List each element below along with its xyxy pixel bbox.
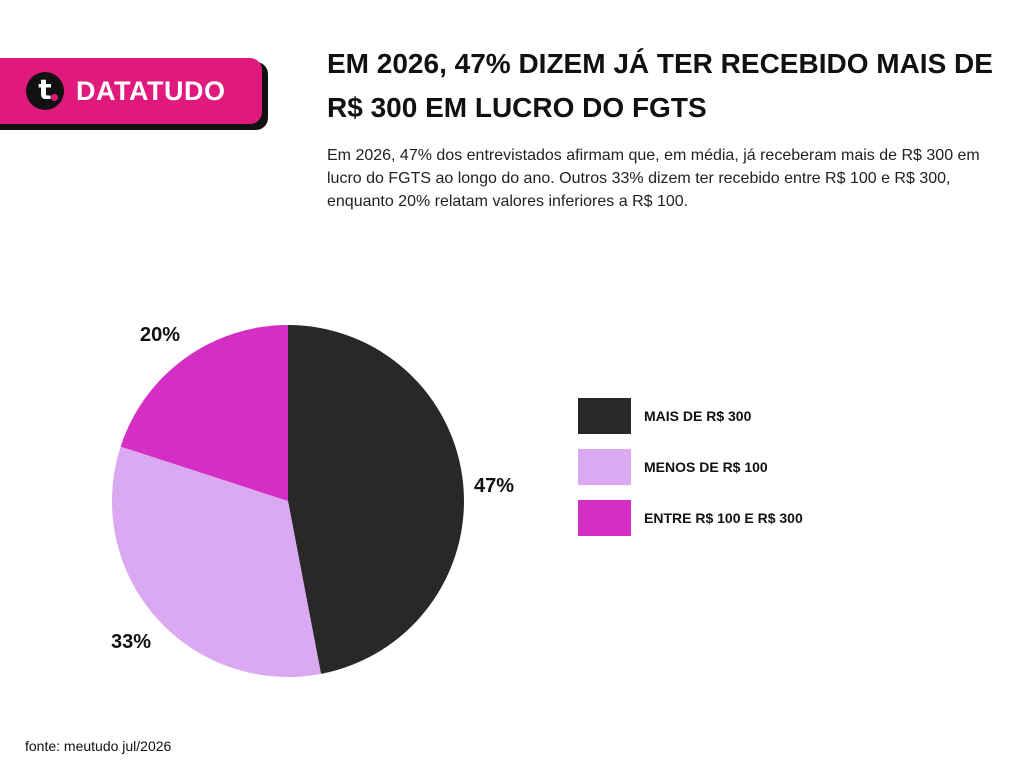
legend-label: MENOS DE R$ 100: [644, 458, 768, 475]
legend-item-mais-de-300: MAIS DE R$ 300: [578, 397, 803, 434]
pie-slice-2: [120, 325, 288, 501]
legend-item-menos-de-100: MENOS DE R$ 100: [578, 448, 803, 485]
pie-chart: [111, 325, 464, 677]
source-note: fonte: meutudo jul/2026: [25, 738, 172, 754]
legend-swatch: [578, 448, 631, 485]
slice-label-entre-100-e-300: 20%: [140, 324, 181, 346]
brand-logo-dot: [51, 94, 58, 101]
brand-logo-letter: t: [38, 73, 52, 106]
brand-name: DATATUDO: [76, 75, 226, 106]
legend-swatch: [578, 499, 631, 536]
chart-subtitle: Em 2026, 47% dos entrevistados afirmam q…: [327, 147, 980, 210]
legend-item-entre-100-e-300: ENTRE R$ 100 E R$ 300: [578, 499, 803, 536]
legend-swatch: [578, 397, 631, 434]
slice-label-menos-de-100: 33%: [111, 631, 152, 653]
chart-title: EM 2026, 47% DIZEM JÁ TER RECEBIDO MAIS …: [327, 48, 993, 123]
pie-slice-1: [111, 446, 321, 677]
slice-label-mais-de-300: 47%: [474, 475, 515, 497]
legend-label: MAIS DE R$ 300: [644, 407, 752, 424]
pie-slice-0: [288, 325, 464, 674]
brand-logo-icon: t: [26, 72, 64, 110]
legend-label: ENTRE R$ 100 E R$ 300: [644, 509, 803, 526]
legend: MAIS DE R$ 300 MENOS DE R$ 100 ENTRE R$ …: [578, 397, 803, 550]
brand-badge: t DATATUDO: [0, 58, 262, 124]
